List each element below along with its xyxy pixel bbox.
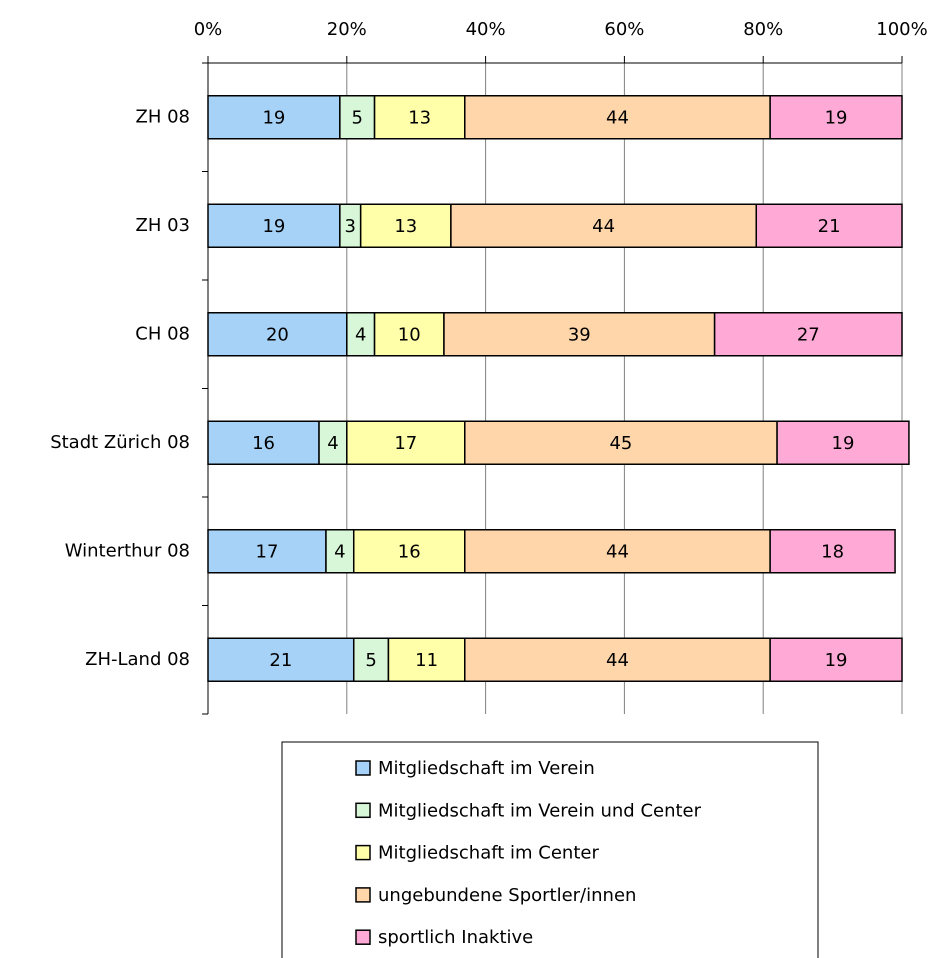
data-label: 45 xyxy=(609,433,632,454)
bar-segment xyxy=(464,420,778,465)
bar-segment xyxy=(713,312,903,357)
data-label: 3 xyxy=(345,216,356,237)
legend-label: sportlich Inaktive xyxy=(378,927,533,948)
data-label: 27 xyxy=(797,324,820,345)
bar-segment xyxy=(207,420,320,465)
data-label: 21 xyxy=(269,650,292,671)
data-label: 19 xyxy=(825,650,848,671)
data-label: 19 xyxy=(262,216,285,237)
legend-label: Mitgliedschaft im Verein xyxy=(378,758,595,779)
x-tick-label: 100% xyxy=(876,19,927,40)
data-label: 44 xyxy=(606,541,629,562)
data-label: 4 xyxy=(355,324,366,345)
data-label: 16 xyxy=(252,433,275,454)
x-tick-label: 60% xyxy=(604,19,644,40)
legend-swatch xyxy=(355,929,371,945)
data-label: 19 xyxy=(832,433,855,454)
bar-segment xyxy=(450,203,758,248)
data-label: 4 xyxy=(327,433,338,454)
legend-label: Mitgliedschaft im Center xyxy=(378,843,599,864)
data-label: 5 xyxy=(351,107,362,128)
data-label: 5 xyxy=(365,650,376,671)
bar-segment xyxy=(776,420,910,465)
legend-swatch xyxy=(355,760,371,776)
legend-box xyxy=(281,741,819,958)
data-label: 18 xyxy=(821,541,844,562)
data-label: 19 xyxy=(262,107,285,128)
bar-segment xyxy=(318,420,348,465)
data-label: 4 xyxy=(334,541,345,562)
data-label: 20 xyxy=(266,324,289,345)
bar-segment xyxy=(325,529,355,574)
y-tick-label: Stadt Zürich 08 xyxy=(50,432,190,453)
bar-segment xyxy=(346,420,466,465)
bar-segment xyxy=(769,529,896,574)
bar-segment xyxy=(207,312,348,357)
data-label: 44 xyxy=(606,107,629,128)
legend-swatch xyxy=(355,887,371,903)
bar-segment xyxy=(769,95,903,140)
x-tick-label: 0% xyxy=(194,19,223,40)
legend-label: ungebundene Sportler/innen xyxy=(378,885,636,906)
data-label: 10 xyxy=(398,324,421,345)
data-label: 39 xyxy=(568,324,591,345)
data-label: 44 xyxy=(606,650,629,671)
bar-segment xyxy=(346,312,376,357)
bar-segment xyxy=(352,637,390,682)
y-tick-label: ZH 08 xyxy=(136,106,191,127)
bar-segment xyxy=(464,95,771,140)
y-tick-label: CH 08 xyxy=(135,323,190,344)
legend-label: Mitgliedschaft im Verein und Center xyxy=(378,800,702,821)
y-tick-label: ZH 03 xyxy=(136,215,191,236)
bar-segment xyxy=(207,637,355,682)
bar-segment xyxy=(373,95,466,140)
bar-segment xyxy=(207,95,341,140)
data-label: 17 xyxy=(256,541,279,562)
bar-segment xyxy=(387,637,466,682)
data-label: 13 xyxy=(394,216,417,237)
bar-segment xyxy=(207,203,341,248)
data-label: 21 xyxy=(818,216,841,237)
x-tick-label: 80% xyxy=(743,19,783,40)
bar-segment xyxy=(339,95,376,140)
bar-segment xyxy=(755,203,903,248)
data-label: 17 xyxy=(394,433,417,454)
x-tick-label: 40% xyxy=(466,19,506,40)
y-tick-label: Winterthur 08 xyxy=(65,540,190,561)
data-label: 11 xyxy=(415,650,438,671)
data-label: 44 xyxy=(592,216,615,237)
legend-swatch xyxy=(355,802,371,819)
data-label: 16 xyxy=(398,541,421,562)
legend-swatch xyxy=(355,844,371,861)
data-label: 19 xyxy=(825,107,848,128)
x-tick-label: 20% xyxy=(327,19,367,40)
bar-segment xyxy=(769,637,903,682)
y-tick-label: ZH-Land 08 xyxy=(85,649,190,670)
bar-segment xyxy=(207,529,327,574)
data-label: 13 xyxy=(408,107,431,128)
